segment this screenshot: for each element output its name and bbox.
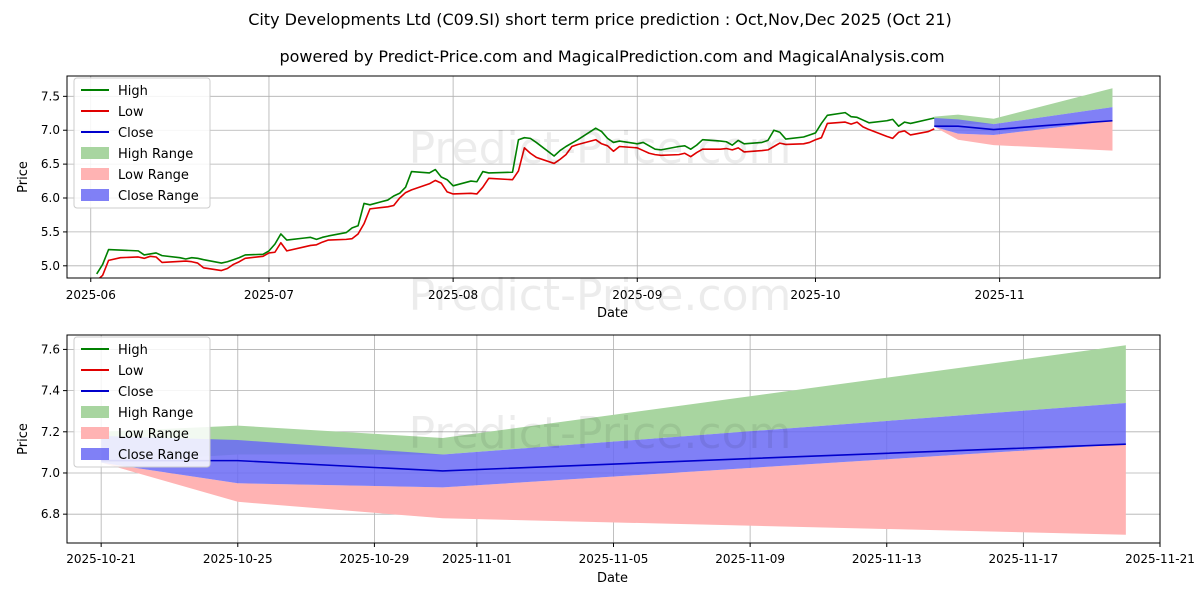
x-axis-label: Date (597, 571, 628, 586)
x-tick-label: 2025-10-25 (203, 552, 273, 566)
x-tick-label: 2025-07 (244, 288, 294, 302)
y-tick-label: 7.0 (41, 466, 60, 480)
legend-label: Close (118, 126, 153, 141)
x-tick-label: 2025-10-29 (340, 552, 410, 566)
watermark: Predict-Price.com (409, 123, 792, 174)
legend-swatch-close-range (81, 448, 109, 460)
top-panel: Predict-Price.comPredict-Price.com2025-0… (16, 75, 1161, 321)
x-tick-label: 2025-10-21 (66, 552, 136, 566)
legend-label: High Range (118, 147, 193, 162)
legend-swatch-low-range (81, 168, 109, 180)
legend-swatch-close-range (81, 189, 109, 201)
legend-label: Close Range (118, 448, 199, 463)
legend-label: High (118, 343, 148, 358)
x-tick-label: 2025-11-13 (852, 552, 922, 566)
legend-swatch-high-range (81, 147, 109, 159)
x-tick-label: 2025-06 (66, 288, 116, 302)
legend-swatch-low-range (81, 427, 109, 439)
legend: High Low Close High Range Low Range Close Ran… (73, 336, 211, 468)
legend-label: High (118, 84, 148, 99)
chart-subtitle: powered by Predict-Price.com and Magical… (279, 47, 944, 66)
band-low-range (934, 120, 1113, 151)
x-axis-label: Date (597, 306, 628, 321)
band-high-range (934, 88, 1113, 127)
legend-label: Low Range (118, 168, 189, 183)
x-tick-label: 2025-10 (790, 288, 840, 302)
y-tick-label: 6.0 (41, 191, 60, 205)
legend-label: Close Range (118, 189, 199, 204)
axes-frame (66, 75, 1161, 279)
x-tick-label: 2025-11-01 (442, 552, 512, 566)
band-low-range (101, 444, 1126, 535)
y-tick-label: 7.0 (41, 123, 60, 137)
y-axis-label: Price (16, 423, 31, 455)
x-tick-label: 2025-08 (428, 288, 478, 302)
x-tick-label: 2025-11-17 (989, 552, 1059, 566)
y-tick-label: 5.0 (41, 259, 60, 273)
x-tick-label: 2025-09 (612, 288, 662, 302)
y-tick-label: 7.2 (41, 425, 60, 439)
legend-label: Low (118, 105, 144, 120)
y-tick-label: 7.6 (41, 342, 60, 356)
bottom-panel: Predict-Price.com 2025-10-21 2025-10-25 202… (16, 334, 1195, 586)
legend-label: Low Range (118, 427, 189, 442)
watermark: Predict-Price.com (409, 408, 792, 459)
x-tick-label: 2025-11-05 (579, 552, 649, 566)
band-high-range (101, 345, 1126, 463)
series-line-low (98, 121, 935, 278)
y-tick-label: 7.4 (41, 384, 60, 398)
legend: High Low Close High Range Low Range Close Ran… (73, 77, 211, 209)
series-line-high (96, 111, 935, 275)
y-axis-label: Price (16, 161, 31, 193)
legend-label: Low (118, 364, 144, 379)
legend-label: High Range (118, 406, 193, 421)
chart-title: City Developments Ltd (C09.SI) short ter… (248, 10, 952, 29)
legend-label: Close (118, 385, 153, 400)
y-tick-label: 7.5 (41, 89, 60, 103)
legend-swatch-high-range (81, 406, 109, 418)
series-line-close (934, 119, 1113, 131)
x-tick-label: 2025-11-21 (1125, 552, 1195, 566)
x-tick-label: 2025-11 (975, 288, 1025, 302)
y-tick-label: 5.5 (41, 225, 60, 239)
y-tick-label: 6.8 (41, 507, 60, 521)
y-tick-label: 6.5 (41, 157, 60, 171)
plot-area (96, 88, 1113, 278)
x-tick-label: 2025-11-09 (715, 552, 785, 566)
